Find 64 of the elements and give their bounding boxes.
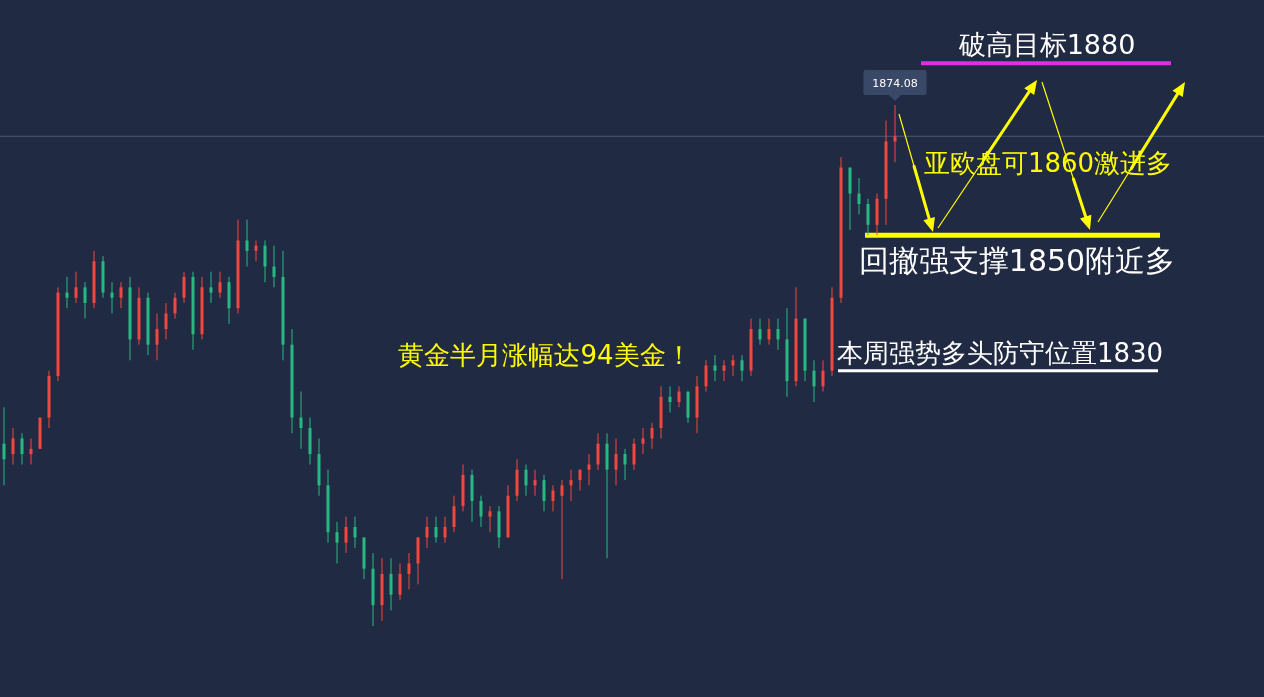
candlestick <box>668 385 672 413</box>
candlestick <box>722 359 726 382</box>
candlestick <box>533 469 537 497</box>
ref-line-label: 破高目标1880 <box>957 29 1136 61</box>
candlestick <box>398 562 402 601</box>
candlestick <box>713 354 717 382</box>
candlestick <box>740 354 744 382</box>
candlestick <box>272 245 276 288</box>
candlestick <box>731 354 735 377</box>
candlestick <box>173 292 177 320</box>
candlestick <box>2 406 6 486</box>
candlestick <box>74 271 78 304</box>
candlestick <box>11 427 15 465</box>
candlestick <box>776 318 780 351</box>
candlestick <box>407 552 411 591</box>
candlestick <box>434 516 438 544</box>
candlestick <box>542 474 546 512</box>
candlestick <box>425 516 429 549</box>
candlestick <box>83 281 87 320</box>
candlestick <box>551 484 555 512</box>
annotation: 黄金半月涨幅达94美金！ <box>398 340 692 370</box>
candlestick <box>641 427 645 455</box>
candlestick <box>857 177 861 215</box>
candlestick <box>488 505 492 533</box>
candlestick <box>164 302 168 340</box>
candlestick <box>335 521 339 564</box>
candlestick <box>587 453 591 486</box>
candlestick <box>65 276 69 309</box>
candlestick <box>569 469 573 502</box>
candlestick <box>344 516 348 554</box>
candlestick <box>479 495 483 528</box>
candlestick <box>650 422 654 450</box>
candlestick <box>299 391 303 450</box>
candlestick <box>110 281 114 314</box>
candlestick <box>20 432 24 465</box>
candlestick <box>758 318 762 346</box>
candlestick <box>218 271 222 299</box>
candlestick <box>119 281 123 309</box>
candlestick <box>263 239 267 283</box>
candlestick <box>866 198 870 236</box>
candlestick <box>29 437 33 465</box>
candlestick <box>821 359 825 393</box>
candlestick <box>353 516 357 549</box>
candlestick <box>623 448 627 481</box>
candlestick <box>767 318 771 346</box>
candlestick <box>704 359 708 393</box>
candlestick <box>893 104 897 163</box>
candlestick <box>254 239 258 262</box>
ref-line-label: 本周强势多头防守位置1830 <box>836 337 1164 368</box>
candlestick <box>560 479 564 580</box>
ref-line-label: 回撤强支撑1850附近多 <box>858 243 1176 279</box>
candlestick <box>596 432 600 471</box>
candlestick <box>524 463 528 497</box>
candlestick <box>182 271 186 304</box>
candlestick <box>245 219 249 268</box>
candlestick <box>632 437 636 471</box>
candlestick <box>452 495 456 533</box>
candlestick <box>614 437 618 486</box>
candlestick <box>443 516 447 544</box>
candlestick <box>155 312 159 361</box>
candlestick <box>677 385 681 408</box>
candlestick <box>812 359 816 403</box>
candlestick <box>209 271 213 304</box>
candlestick <box>389 557 393 611</box>
